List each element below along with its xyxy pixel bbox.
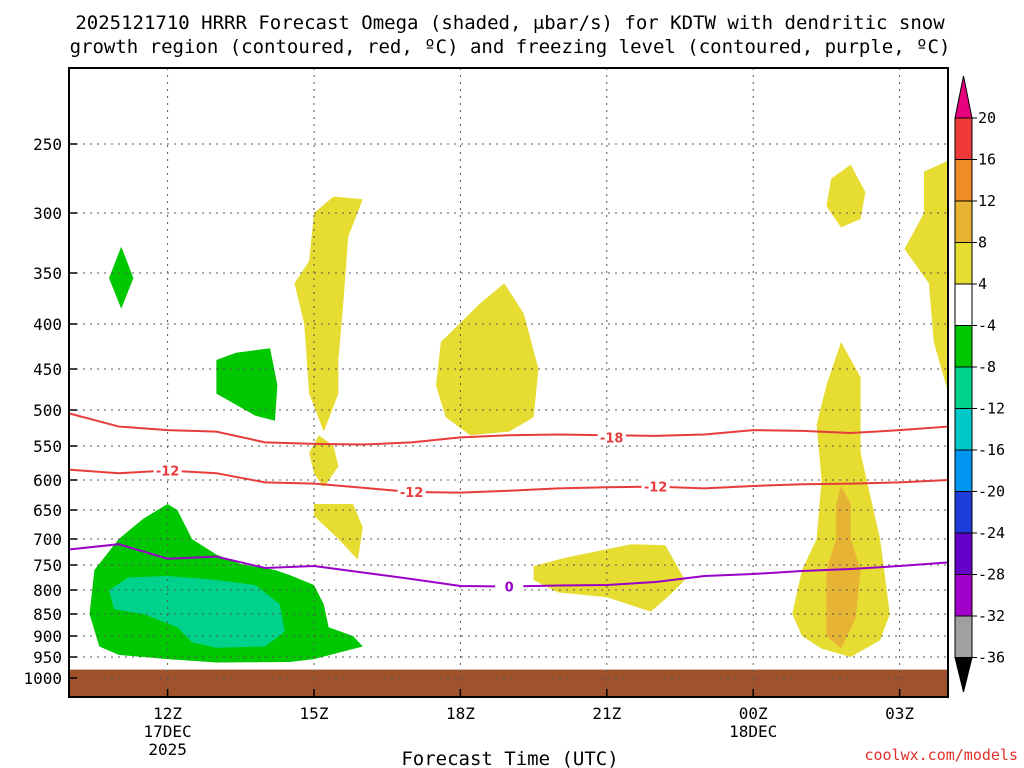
colorbar-bottom-arrow <box>954 657 973 693</box>
y-tick-label: 450 <box>33 360 62 379</box>
colorbar-label: -28 <box>978 566 1005 584</box>
x-tick-year: 2025 <box>148 740 187 759</box>
colorbar-segment <box>954 449 973 492</box>
colorbar-segment <box>954 366 973 409</box>
y-tick-label: 500 <box>33 401 62 420</box>
colorbar-label: -32 <box>978 607 1005 625</box>
y-tick-label: 950 <box>33 648 62 667</box>
colorbar-segment <box>954 408 973 451</box>
credit-link[interactable]: coolwx.com/models <box>864 746 1018 764</box>
omega-region-descent-02Z-core <box>826 486 861 649</box>
omega-region-descent-04Z-upper <box>904 160 949 394</box>
omega-region-ascent-core-1000-700hPa <box>109 576 285 648</box>
x-tick-label: 12Z <box>153 704 182 723</box>
isotherm--18C <box>69 412 949 446</box>
colorbar-label: 16 <box>978 151 996 169</box>
colorbar-segment <box>954 283 973 326</box>
x-tick-date: 18DEC <box>729 722 777 741</box>
y-tick-label: 250 <box>33 135 62 154</box>
y-tick-label: 400 <box>33 315 62 334</box>
x-tick-label: 18Z <box>446 704 475 723</box>
contour-label: -18 <box>600 431 624 446</box>
contour-label-bg <box>495 579 524 594</box>
x-tick-date: 17DEC <box>144 722 192 741</box>
y-tick-label: 650 <box>33 501 62 520</box>
contour-label-bg <box>397 485 426 499</box>
colorbar-segment <box>954 325 973 368</box>
omega-region-descent-15Z-650hPa <box>314 504 363 560</box>
omega-region-descent-15Z-550hPa <box>309 435 339 488</box>
colorbar-label: -8 <box>978 358 996 376</box>
x-tick-label: 21Z <box>592 704 621 723</box>
colorbar-segment <box>954 159 973 202</box>
omega-region-descent-20Z-775hPa <box>533 544 685 612</box>
contour-label-bg <box>641 479 670 494</box>
x-tick-label: 03Z <box>885 704 914 723</box>
colorbar-top-arrow <box>954 75 973 119</box>
colorbar-segment <box>954 532 973 575</box>
colorbar-segment <box>954 117 973 160</box>
y-tick-label: 600 <box>33 471 62 490</box>
omega-region-descent-18Z-450hPa <box>436 283 539 436</box>
chart-title-line-1: 2025121710 HRRR Forecast Omega (shaded, … <box>75 12 945 34</box>
contour-label: 0 <box>505 581 514 596</box>
colorbar-segment <box>954 574 973 617</box>
colorbar-label: -4 <box>978 317 996 335</box>
colorbar-segment <box>954 242 973 285</box>
colorbar-segment <box>954 615 973 658</box>
omega-region-descent-02Z-300hPa <box>826 164 866 228</box>
y-tick-label: 800 <box>33 581 62 600</box>
colorbar-label: -36 <box>978 649 1005 667</box>
colorbar-label: -20 <box>978 483 1005 501</box>
terrain-band <box>69 669 948 697</box>
y-tick-label: 550 <box>33 437 62 456</box>
y-tick-label: 900 <box>33 627 62 646</box>
contour-label: -12 <box>156 464 180 479</box>
contour-label: -12 <box>644 481 668 496</box>
contour-label-bg <box>153 463 182 478</box>
y-tick-label: 850 <box>33 605 62 624</box>
colorbar-segment <box>954 491 973 534</box>
isotherm--12C <box>69 468 949 494</box>
contour-label-bg <box>597 430 626 445</box>
y-tick-label: 350 <box>33 264 62 283</box>
colorbar-label: 20 <box>978 109 996 127</box>
colorbar-label: 8 <box>978 234 987 252</box>
plot-area: -18 -12 -12 -12 0 250 300 350 400 450 500 550 600 650… <box>23 67 949 759</box>
contour-label: -12 <box>400 486 424 501</box>
omega-colorbar: 20 16 12 8 4 -4 -8 -12 -16 -20 -24 -28 -32 -36 <box>954 75 1005 693</box>
y-tick-label: 700 <box>33 530 62 549</box>
y-tick-label: 750 <box>33 556 62 575</box>
y-tick-label: 1000 <box>23 669 62 688</box>
omega-region-ascent-350hPa <box>109 246 134 309</box>
colorbar-segment <box>954 200 973 243</box>
x-tick-label: 15Z <box>300 704 329 723</box>
colorbar-label: -12 <box>978 400 1005 418</box>
colorbar-label: -16 <box>978 441 1005 459</box>
x-tick-label: 00Z <box>739 704 768 723</box>
colorbar-label: -24 <box>978 524 1005 542</box>
x-axis-label: Forecast Time (UTC) <box>401 748 618 768</box>
colorbar-label: 12 <box>978 192 996 210</box>
y-tick-label: 300 <box>33 204 62 223</box>
omega-region-descent-15Z-column <box>294 196 363 432</box>
omega-region-ascent-450hPa <box>216 348 278 421</box>
colorbar-label: 4 <box>978 275 987 293</box>
chart-title-line-2: growth region (contoured, red, ºC) and f… <box>70 36 951 58</box>
plot-frame <box>68 67 949 698</box>
